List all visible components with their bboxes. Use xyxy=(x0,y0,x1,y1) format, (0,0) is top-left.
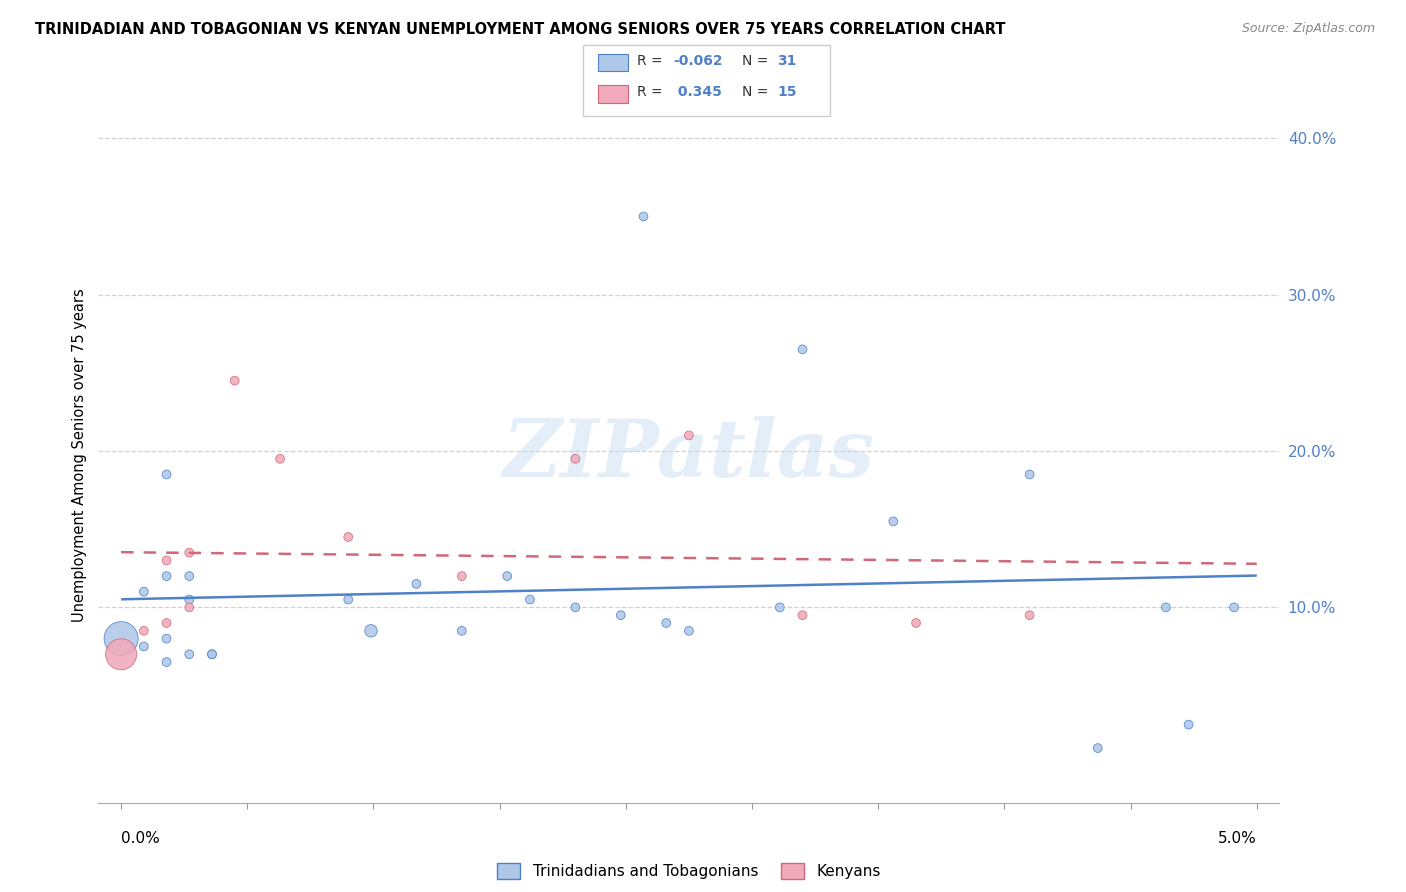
Point xyxy=(792,343,814,357)
Point xyxy=(155,553,177,567)
Point xyxy=(1018,467,1040,482)
Point xyxy=(269,451,291,466)
Text: 5.0%: 5.0% xyxy=(1218,831,1257,846)
Point xyxy=(179,600,201,615)
Text: -0.062: -0.062 xyxy=(673,54,723,68)
Point xyxy=(155,632,177,646)
Point xyxy=(201,647,224,661)
Point xyxy=(882,514,904,528)
Point xyxy=(1177,717,1199,731)
Point xyxy=(405,577,427,591)
Point xyxy=(132,640,155,654)
Point xyxy=(155,615,177,630)
Point xyxy=(564,600,586,615)
Point xyxy=(1087,741,1109,756)
Point xyxy=(224,374,246,388)
Point xyxy=(132,584,155,599)
Text: 15: 15 xyxy=(778,85,797,99)
Point xyxy=(564,451,586,466)
Point xyxy=(110,647,132,661)
Point xyxy=(179,647,201,661)
Point xyxy=(678,428,700,442)
Text: Source: ZipAtlas.com: Source: ZipAtlas.com xyxy=(1241,22,1375,36)
Text: 0.0%: 0.0% xyxy=(121,831,160,846)
Point xyxy=(155,569,177,583)
Point xyxy=(360,624,382,638)
Point xyxy=(792,608,814,623)
Point xyxy=(337,530,360,544)
Point xyxy=(179,546,201,560)
Text: 0.345: 0.345 xyxy=(673,85,723,99)
Text: N =: N = xyxy=(742,85,773,99)
Point xyxy=(678,624,700,638)
Text: 31: 31 xyxy=(778,54,797,68)
Text: ZIPatlas: ZIPatlas xyxy=(503,417,875,493)
Point xyxy=(132,624,155,638)
Point xyxy=(450,569,472,583)
Point xyxy=(337,592,360,607)
Point xyxy=(496,569,519,583)
Point xyxy=(1154,600,1177,615)
Text: R =: R = xyxy=(637,85,666,99)
Point xyxy=(110,632,132,646)
Y-axis label: Unemployment Among Seniors over 75 years: Unemployment Among Seniors over 75 years xyxy=(72,288,87,622)
Text: TRINIDADIAN AND TOBAGONIAN VS KENYAN UNEMPLOYMENT AMONG SENIORS OVER 75 YEARS CO: TRINIDADIAN AND TOBAGONIAN VS KENYAN UNE… xyxy=(35,22,1005,37)
Legend: Trinidadians and Tobagonians, Kenyans: Trinidadians and Tobagonians, Kenyans xyxy=(491,856,887,886)
Point xyxy=(155,655,177,669)
Point xyxy=(179,592,201,607)
Point xyxy=(655,615,678,630)
Point xyxy=(179,569,201,583)
Point xyxy=(450,624,472,638)
Point xyxy=(519,592,541,607)
Point xyxy=(1223,600,1246,615)
Text: N =: N = xyxy=(742,54,773,68)
Point xyxy=(633,210,655,224)
Text: R =: R = xyxy=(637,54,666,68)
Point xyxy=(201,647,224,661)
Point xyxy=(1018,608,1040,623)
Point xyxy=(155,467,177,482)
Point xyxy=(769,600,792,615)
Point xyxy=(610,608,633,623)
Point xyxy=(905,615,928,630)
